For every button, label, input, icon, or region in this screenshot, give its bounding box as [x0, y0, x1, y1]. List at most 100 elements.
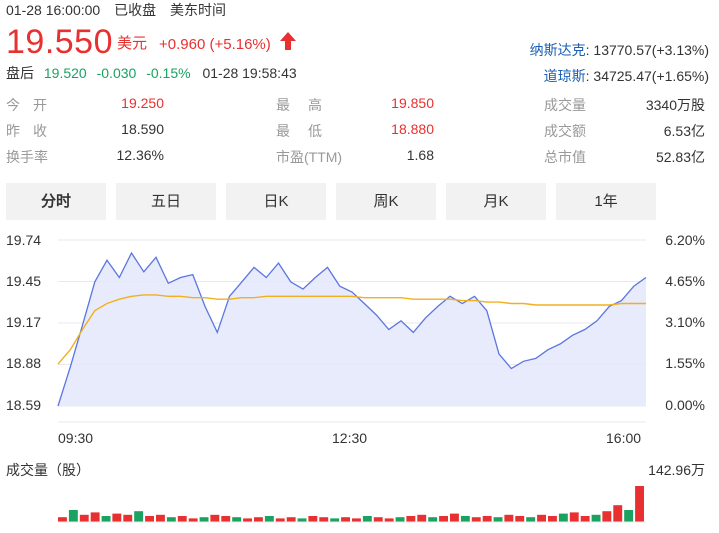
volume-value: 3340万股: [645, 97, 705, 113]
y-tick-left: 19.17: [6, 314, 42, 330]
volume-bar: [493, 517, 503, 522]
market-indices: 纳斯达克: 13770.57(+3.13%) 道琼斯: 34725.47(+1.…: [530, 37, 709, 89]
x-tick: 16:00: [606, 430, 642, 446]
volume-bar: [58, 517, 67, 522]
volume-bar: [199, 517, 209, 522]
y-tick-left: 19.45: [6, 273, 42, 289]
stats-row: 今开 19.250 最高 19.850 成交量 3340万股: [0, 91, 719, 117]
after-hours-label: 盘后: [6, 65, 34, 81]
after-hours-time: 01-28 19:58:43: [202, 65, 297, 81]
prev-close-value: 18.590: [121, 121, 164, 137]
price-area: [58, 253, 646, 406]
tab-weekly-k[interactable]: 周K: [336, 183, 436, 220]
volume-bar: [580, 516, 590, 522]
volume-bar: [460, 516, 470, 522]
y-tick-right: 1.55%: [665, 355, 705, 371]
tab-one-year[interactable]: 1年: [556, 183, 656, 220]
amount-value: 6.53亿: [663, 123, 705, 139]
volume-bar: [90, 512, 100, 522]
volume-bar: [439, 516, 448, 522]
volume-bar: [188, 518, 198, 522]
up-arrow-icon: [279, 32, 296, 50]
current-price: 19.550: [6, 23, 113, 61]
volume-bar: [406, 516, 416, 522]
volume-bar: [123, 514, 133, 522]
volume-bar: [297, 518, 307, 522]
volume-bar: [635, 486, 644, 522]
volume-bar: [362, 516, 372, 522]
low-value: 18.880: [391, 121, 434, 137]
volume-bar: [145, 516, 154, 522]
volume-bar: [341, 517, 350, 522]
chart-period-tabs: 分时 五日 日K 周K 月K 1年: [6, 183, 666, 220]
price-change-pct: (+5.16%): [209, 36, 271, 53]
x-tick: 09:30: [58, 430, 94, 446]
y-tick-right: 0.00%: [665, 397, 705, 413]
volume-bar: [177, 516, 187, 522]
volume-bar: [134, 511, 144, 522]
y-tick-left: 18.59: [6, 397, 42, 413]
volume-bar: [537, 514, 546, 522]
price-line: [57, 251, 647, 407]
volume-bar: [319, 517, 329, 522]
volume-bar: [624, 510, 634, 522]
price-row: 19.550 美元 +0.960 (+5.16%): [6, 22, 297, 60]
price-change-value: +0.960: [159, 36, 206, 53]
index-dow[interactable]: 道琼斯: 34725.47(+1.65%): [543, 68, 709, 84]
index-nasdaq[interactable]: 纳斯达克: 13770.57(+3.13%): [529, 42, 709, 58]
intraday-chart-svg: [57, 239, 647, 523]
volume-bar: [613, 505, 623, 522]
average-price-line: [57, 294, 646, 365]
high-label: 最高: [276, 97, 340, 113]
volume-bar: [286, 517, 296, 522]
y-tick-left: 18.88: [6, 355, 42, 371]
volume-bar: [156, 514, 165, 522]
tab-intraday[interactable]: 分时: [6, 183, 106, 220]
mcap-value: 52.83亿: [655, 149, 705, 165]
volume-bar: [243, 518, 252, 522]
index-name[interactable]: 纳斯达克: [529, 42, 586, 58]
pe-value: 1.68: [406, 147, 434, 163]
tab-monthly-k[interactable]: 月K: [446, 183, 546, 220]
volume-bar: [504, 514, 514, 522]
quote-datetime: 01-28 16:00:00: [6, 2, 101, 18]
y-tick-right: 3.10%: [665, 314, 705, 330]
index-value: 13770.57(+3.13%): [593, 42, 709, 58]
volume-bar: [264, 516, 274, 522]
volume-label: 成交量: [544, 97, 586, 113]
volume-bar: [515, 516, 525, 522]
y-tick-right: 6.20%: [665, 232, 705, 248]
stats-row: 换手率 12.36% 市盈(TTM) 1.68 总市值 52.83亿: [0, 143, 719, 169]
index-name[interactable]: 道琼斯: [543, 68, 586, 84]
tab-five-day[interactable]: 五日: [116, 183, 216, 220]
volume-bar: [221, 516, 231, 522]
open-value: 19.250: [121, 95, 164, 111]
volume-bar: [232, 517, 242, 522]
timezone-label: 美东时间: [169, 2, 226, 18]
after-hours-price: 19.520: [43, 65, 87, 81]
volume-bar: [112, 513, 122, 522]
volume-bar: [68, 510, 78, 522]
tab-daily-k[interactable]: 日K: [226, 183, 326, 220]
y-tick-right: 4.65%: [665, 273, 705, 289]
after-hours-change: -0.030: [96, 65, 137, 81]
open-label: 今开: [6, 97, 60, 113]
volume-bar: [471, 517, 481, 522]
pe-label: 市盈(TTM): [276, 149, 343, 165]
prev-close-label: 昨收: [6, 123, 60, 139]
price-change: +0.960 (+5.16%): [159, 36, 271, 53]
stats-row: 昨收 18.590 最低 18.880 成交额 6.53亿: [0, 117, 719, 143]
volume-bar: [548, 516, 557, 522]
high-value: 19.850: [391, 95, 434, 111]
volume-bar: [166, 517, 176, 522]
x-tick: 12:30: [332, 430, 368, 446]
volume-bar: [330, 518, 340, 522]
currency-unit: 美元: [117, 35, 148, 52]
volume-bar: [210, 514, 220, 522]
volume-bar: [591, 514, 601, 522]
volume-bar: [417, 514, 427, 522]
volume-bar: [373, 517, 383, 522]
volume-bar: [101, 516, 111, 522]
volume-bar: [395, 517, 405, 522]
intraday-chart[interactable]: 19.74 19.45 19.17 18.88 18.59 6.20% 4.65…: [0, 226, 719, 533]
